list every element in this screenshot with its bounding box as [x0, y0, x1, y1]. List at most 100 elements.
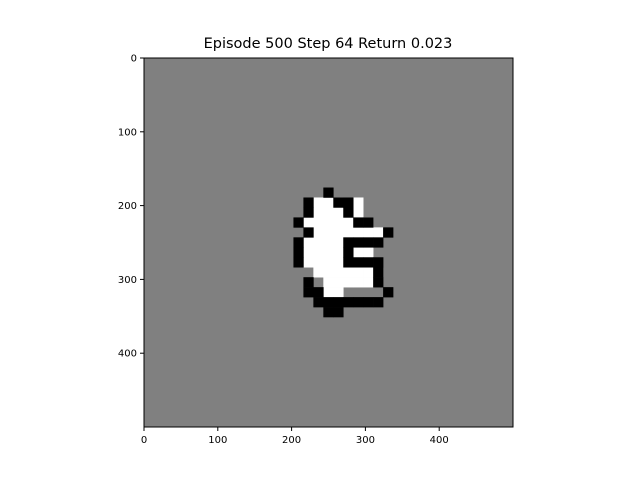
white-cell: [303, 237, 314, 248]
black-cell: [303, 287, 314, 298]
black-cell: [293, 247, 304, 258]
black-cell: [303, 207, 314, 218]
black-cell: [363, 237, 374, 248]
black-cell: [363, 297, 374, 308]
white-cell: [343, 267, 354, 278]
black-cell: [303, 277, 314, 288]
white-cell: [353, 207, 364, 218]
y-tick-label: 100: [118, 127, 137, 138]
white-cell: [323, 267, 334, 278]
white-cell: [333, 247, 344, 258]
white-cell: [323, 197, 334, 208]
white-cell: [323, 287, 334, 298]
white-cell: [333, 267, 344, 278]
black-cell: [343, 237, 354, 248]
plot-area: [143, 57, 514, 428]
white-cell: [333, 207, 344, 218]
white-cell: [363, 227, 374, 238]
white-cell: [303, 247, 314, 258]
white-cell: [333, 287, 344, 298]
black-cell: [343, 207, 354, 218]
black-cell: [373, 277, 384, 288]
x-tick-label: 400: [430, 435, 449, 446]
white-cell: [373, 227, 384, 238]
black-cell: [353, 237, 364, 248]
white-cell: [323, 217, 334, 228]
white-cell: [303, 257, 314, 268]
white-cell: [363, 247, 374, 258]
black-cell: [353, 257, 364, 268]
black-cell: [373, 297, 384, 308]
white-cell: [313, 227, 324, 238]
y-tick-label: 200: [118, 201, 137, 212]
white-cell: [363, 277, 374, 288]
black-cell: [323, 297, 334, 308]
x-tick-label: 0: [141, 435, 147, 446]
white-cell: [353, 267, 364, 278]
black-cell: [353, 297, 364, 308]
black-cell: [313, 287, 324, 298]
black-cell: [333, 197, 344, 208]
black-cell: [303, 197, 314, 208]
white-cell: [323, 257, 334, 268]
white-cell: [313, 267, 324, 278]
black-cell: [343, 197, 354, 208]
black-cell: [383, 287, 394, 298]
white-cell: [313, 237, 324, 248]
y-tick-label: 300: [118, 275, 137, 286]
white-cell: [313, 197, 324, 208]
black-cell: [303, 227, 314, 238]
white-cell: [323, 207, 334, 218]
white-cell: [353, 247, 364, 258]
axes-frame: [143, 57, 514, 428]
black-cell: [373, 267, 384, 278]
white-cell: [353, 227, 364, 238]
x-tick-label: 100: [208, 435, 227, 446]
white-cell: [333, 217, 344, 228]
black-cell: [343, 297, 354, 308]
black-cell: [363, 217, 374, 228]
white-cell: [333, 227, 344, 238]
white-cell: [313, 257, 324, 268]
white-cell: [353, 197, 364, 208]
white-cell: [313, 207, 324, 218]
black-cell: [353, 217, 364, 228]
white-cell: [343, 277, 354, 288]
black-cell: [343, 247, 354, 258]
white-cell: [323, 247, 334, 258]
y-tick-label: 0: [131, 54, 137, 65]
white-cell: [313, 247, 324, 258]
black-cell: [323, 187, 334, 198]
black-cell: [333, 297, 344, 308]
white-cell: [323, 277, 334, 288]
white-cell: [323, 227, 334, 238]
white-cell: [303, 217, 314, 228]
black-cell: [323, 307, 334, 318]
chart-title: Episode 500 Step 64 Return 0.023: [204, 36, 453, 52]
white-cell: [333, 257, 344, 268]
white-cell: [363, 267, 374, 278]
black-cell: [373, 257, 384, 268]
cell-layer: [293, 187, 394, 318]
white-cell: [313, 217, 324, 228]
white-cell: [333, 277, 344, 288]
black-cell: [333, 307, 344, 318]
white-cell: [353, 277, 364, 288]
black-cell: [373, 237, 384, 248]
black-cell: [343, 257, 354, 268]
black-cell: [363, 257, 374, 268]
white-cell: [343, 227, 354, 238]
black-cell: [383, 227, 394, 238]
x-axis: 0 100 200 300 400: [141, 427, 449, 446]
x-tick-label: 200: [282, 435, 301, 446]
black-cell: [313, 297, 324, 308]
black-cell: [293, 217, 304, 228]
black-cell: [293, 257, 304, 268]
y-tick-label: 400: [118, 349, 137, 360]
white-cell: [323, 237, 334, 248]
x-tick-label: 300: [356, 435, 375, 446]
white-cell: [333, 237, 344, 248]
y-axis: 0 100 200 300 400: [118, 54, 144, 360]
black-cell: [293, 237, 304, 248]
